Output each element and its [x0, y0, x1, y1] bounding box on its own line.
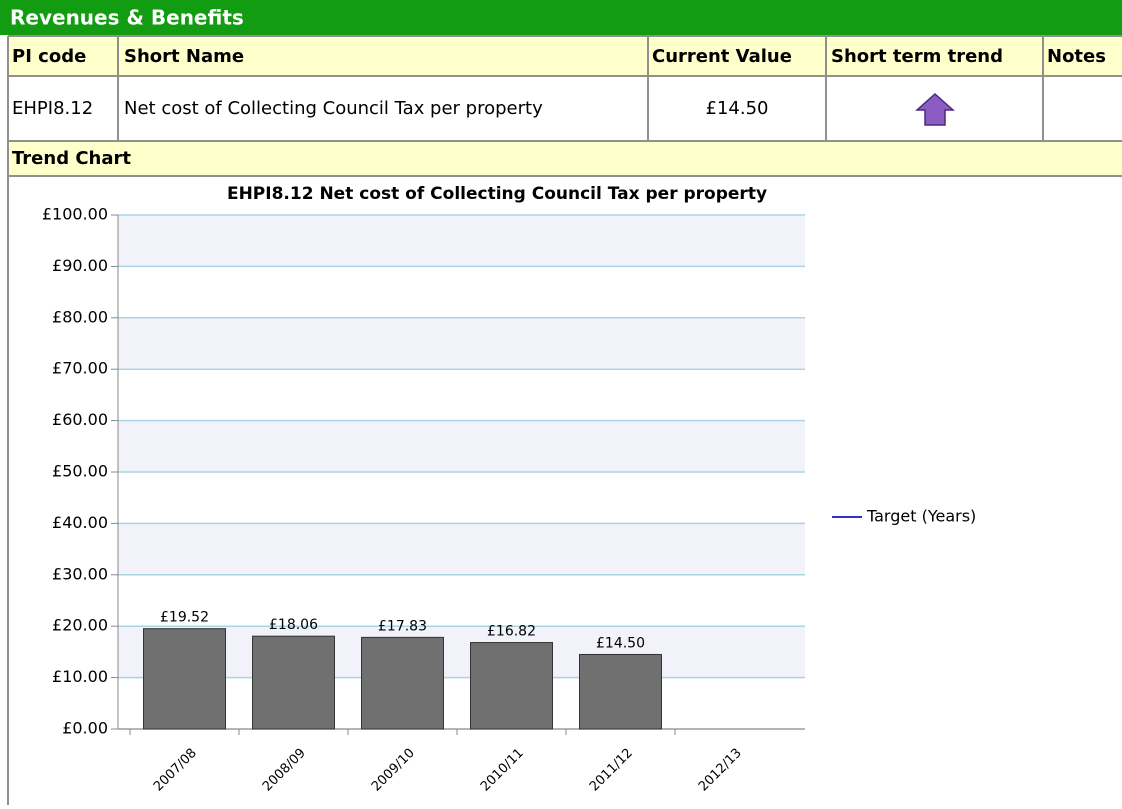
current-value: £14.50 — [706, 98, 769, 119]
y-tick-label: £100.00 — [42, 205, 108, 224]
value-label: £17.83 — [378, 618, 427, 634]
bar — [579, 653, 662, 730]
chart: £0.00 £10.00 £20.00 £30.00 £40.00 £50.00 £60.0… — [42, 205, 976, 795]
y-tick-label: £40.00 — [52, 513, 108, 532]
trend-arrow — [915, 92, 955, 126]
value-label: £18.06 — [269, 617, 318, 633]
plot-band — [118, 317, 805, 370]
pi-code: EHPI8.12 — [12, 98, 93, 119]
x-tick-label: 2008/09 — [260, 746, 309, 795]
plot-band — [118, 523, 805, 575]
plot-band — [118, 626, 805, 678]
y-tick-label: £80.00 — [52, 307, 108, 326]
column-header: Current Value — [652, 46, 792, 67]
x-tick-label: 2010/11 — [478, 746, 527, 795]
value-label: £16.82 — [487, 624, 536, 640]
column-header: Short Name — [124, 46, 244, 67]
plot-band — [118, 215, 805, 267]
column-header: PI code — [12, 46, 86, 67]
bar — [143, 628, 226, 730]
column-header: Short term trend — [831, 46, 1003, 67]
bar — [252, 635, 335, 730]
value-label: £19.52 — [160, 610, 209, 626]
y-tick-label: £60.00 — [52, 410, 108, 429]
table-borders — [7, 35, 1122, 805]
plot-band — [118, 420, 805, 472]
x-tick-label: 2012/13 — [696, 746, 745, 795]
y-tick-label: £90.00 — [52, 256, 108, 275]
header-bar — [0, 0, 1122, 35]
y-tick-label: £30.00 — [52, 564, 108, 583]
legend-label: Target (Years) — [866, 507, 976, 526]
column-header: Notes — [1047, 46, 1106, 67]
header-title: Revenues & Benefits — [10, 6, 244, 30]
short-name: Net cost of Collecting Council Tax per p… — [124, 98, 543, 119]
y-tick-label: £10.00 — [52, 667, 108, 686]
section-row — [8, 142, 1122, 175]
y-tick-label: £0.00 — [62, 719, 108, 738]
y-tick-label: £50.00 — [52, 462, 108, 481]
value-label: £14.50 — [596, 635, 645, 651]
x-tick-label: 2011/12 — [587, 746, 636, 795]
x-tick-label: 2007/08 — [151, 746, 200, 795]
bar — [470, 642, 553, 730]
y-tick-label: £20.00 — [52, 616, 108, 635]
y-tick-label: £70.00 — [52, 359, 108, 378]
header-row — [8, 37, 1122, 75]
x-tick-label: 2009/10 — [369, 746, 418, 795]
chart-title: EHPI8.12 Net cost of Collecting Council … — [227, 184, 767, 204]
section-title: Trend Chart — [12, 148, 131, 169]
bar — [361, 636, 444, 730]
